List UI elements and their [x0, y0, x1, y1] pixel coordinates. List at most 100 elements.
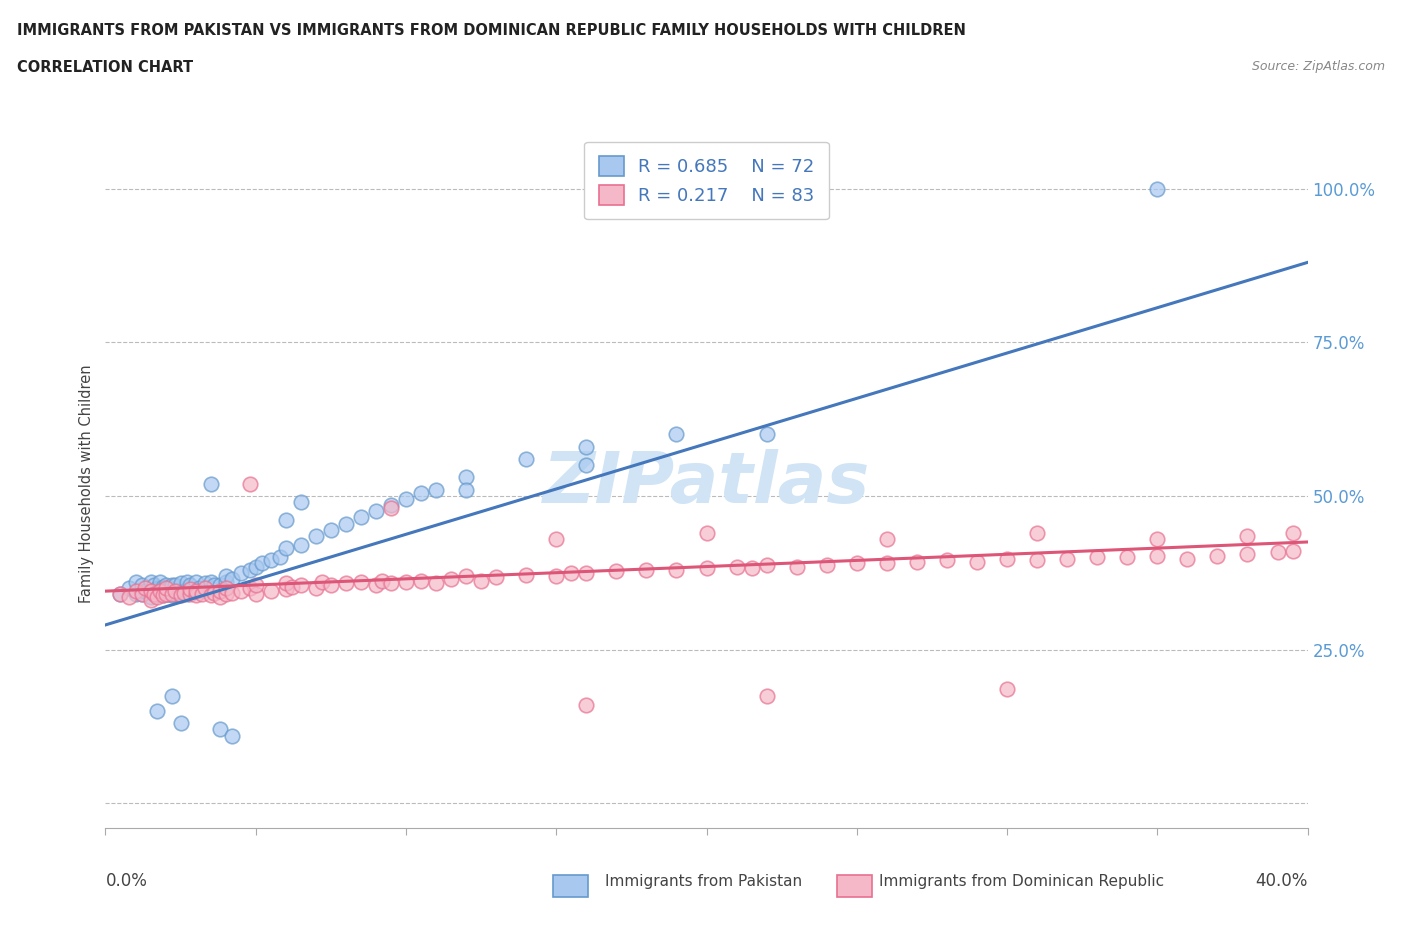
Point	[350, 575, 373, 590]
Point	[515, 567, 537, 582]
Point	[163, 584, 186, 599]
Point	[364, 578, 387, 592]
Point	[200, 575, 222, 590]
Point	[395, 492, 418, 507]
Point	[176, 587, 198, 602]
Point	[157, 587, 180, 602]
Point	[409, 485, 432, 500]
Point	[160, 578, 183, 592]
Point	[131, 587, 153, 602]
Point	[184, 584, 207, 599]
Point	[179, 578, 201, 592]
Point	[696, 561, 718, 576]
Point	[274, 540, 297, 555]
Point	[134, 584, 156, 599]
Point	[319, 578, 342, 592]
Point	[184, 588, 207, 603]
Point	[395, 575, 418, 590]
Point	[131, 578, 153, 592]
Point	[152, 579, 174, 594]
Point	[454, 470, 477, 485]
Point	[173, 584, 195, 599]
Point	[290, 538, 312, 552]
Point	[214, 587, 236, 602]
Point	[173, 586, 195, 601]
Point	[1056, 551, 1078, 566]
Point	[425, 576, 447, 591]
Point	[290, 578, 312, 592]
Point	[214, 580, 236, 595]
Point	[118, 590, 141, 604]
Point	[155, 580, 177, 595]
Text: IMMIGRANTS FROM PAKISTAN VS IMMIGRANTS FROM DOMINICAN REPUBLIC FAMILY HOUSEHOLDS: IMMIGRANTS FROM PAKISTAN VS IMMIGRANTS F…	[17, 23, 966, 38]
Point	[274, 513, 297, 528]
Point	[741, 561, 763, 576]
Point	[208, 584, 231, 599]
Point	[1146, 549, 1168, 564]
Point	[1026, 553, 1049, 568]
Point	[1146, 531, 1168, 546]
Text: ZIPatlas: ZIPatlas	[543, 449, 870, 518]
Point	[260, 553, 283, 568]
Point	[110, 587, 132, 602]
Point	[665, 427, 688, 442]
Point	[274, 576, 297, 591]
Point	[440, 571, 463, 586]
Point	[239, 562, 262, 577]
Point	[515, 452, 537, 467]
Point	[665, 562, 688, 577]
Point	[131, 587, 153, 602]
Point	[936, 553, 959, 568]
Point	[221, 586, 243, 601]
Point	[755, 688, 778, 703]
Point	[155, 587, 177, 602]
Point	[371, 573, 394, 588]
Point	[152, 588, 174, 603]
Point	[815, 557, 838, 572]
Point	[208, 590, 231, 604]
Point	[245, 578, 267, 592]
Point	[184, 575, 207, 590]
Point	[575, 439, 598, 454]
Point	[1267, 545, 1289, 560]
Point	[966, 555, 988, 570]
Point	[110, 587, 132, 602]
Point	[1236, 547, 1258, 562]
Point	[725, 559, 748, 574]
Point	[454, 568, 477, 583]
Text: Source: ZipAtlas.com: Source: ZipAtlas.com	[1251, 60, 1385, 73]
Point	[1175, 551, 1198, 566]
Point	[163, 587, 186, 602]
Point	[190, 587, 212, 602]
Point	[190, 584, 212, 599]
Point	[187, 580, 209, 595]
Point	[281, 579, 304, 594]
Point	[208, 578, 231, 592]
Point	[1146, 181, 1168, 196]
Point	[145, 588, 167, 603]
Point	[194, 576, 217, 591]
Point	[1085, 550, 1108, 565]
Point	[364, 504, 387, 519]
Point	[1116, 550, 1139, 565]
Point	[696, 525, 718, 540]
Point	[350, 510, 373, 525]
Point	[229, 565, 252, 580]
Point	[152, 588, 174, 603]
Point	[876, 556, 898, 571]
Point	[755, 427, 778, 442]
Text: CORRELATION CHART: CORRELATION CHART	[17, 60, 193, 75]
Point	[139, 575, 162, 590]
Point	[269, 550, 291, 565]
Point	[1281, 544, 1303, 559]
Point	[145, 580, 167, 595]
Point	[380, 576, 402, 591]
Point	[145, 703, 167, 718]
Point	[169, 587, 191, 602]
Point	[118, 580, 141, 595]
Point	[124, 584, 146, 599]
Point	[274, 582, 297, 597]
Point	[155, 578, 177, 592]
Point	[166, 584, 188, 599]
Point	[194, 580, 217, 595]
